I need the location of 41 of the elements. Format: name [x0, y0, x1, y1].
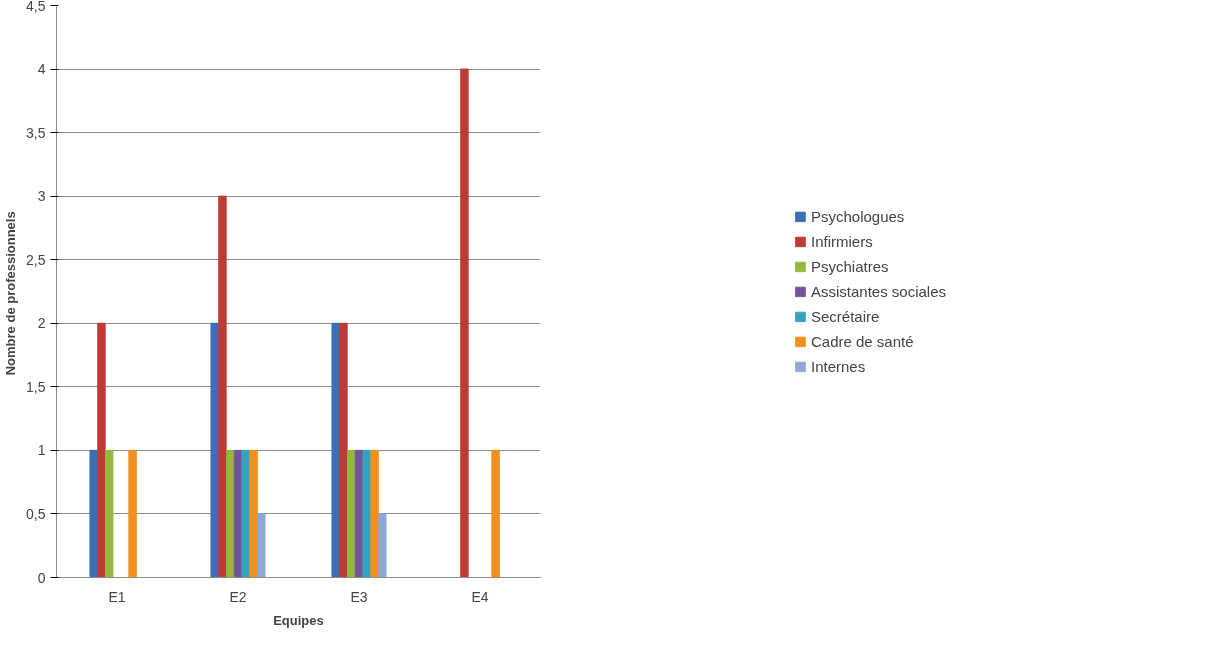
y-tick-label: 2 [37, 315, 46, 332]
legend-label: Secrétaire [810, 307, 880, 325]
legend-label: Psychologues [810, 207, 905, 225]
y-tick-label: 2,5 [26, 251, 46, 268]
x-tick-label: E3 [350, 588, 368, 605]
bar [370, 449, 379, 578]
bar [331, 322, 340, 578]
y-axis-title: Nombre de professionnels [3, 211, 19, 376]
y-tick-label: 0 [37, 569, 46, 586]
y-tick-label: 1,5 [26, 378, 46, 395]
legend-label: Psychiatres [810, 257, 889, 275]
x-tick-label: E1 [108, 588, 126, 605]
bar [378, 513, 387, 578]
legend-label: Cadre de santé [810, 332, 914, 350]
bar [257, 513, 266, 578]
bar [249, 449, 258, 578]
y-tick-label: 4,5 [26, 0, 46, 14]
y-tick-label: 0,5 [26, 505, 46, 522]
bar [491, 449, 500, 578]
bar [347, 449, 356, 578]
bar [105, 449, 114, 578]
bar [210, 322, 219, 578]
bar [339, 322, 348, 578]
x-tick-label: E4 [471, 588, 489, 605]
bar [226, 449, 235, 578]
x-axis-title: Equipes [273, 612, 324, 628]
y-tick-label: 3,5 [26, 124, 46, 141]
bar [460, 68, 469, 578]
y-tick-label: 1 [37, 442, 46, 459]
bar [89, 449, 98, 578]
legend-label: Infirmiers [810, 232, 873, 250]
y-tick-label: 3 [37, 188, 46, 205]
bar [218, 195, 227, 578]
legend-label: Assistantes sociales [810, 282, 947, 300]
bar [362, 449, 371, 578]
legend-label: Internes [810, 357, 866, 375]
bar [241, 449, 250, 578]
y-tick-label: 4 [37, 61, 46, 78]
x-tick-label: E2 [229, 588, 247, 605]
bar [128, 449, 137, 578]
bar [97, 322, 106, 578]
